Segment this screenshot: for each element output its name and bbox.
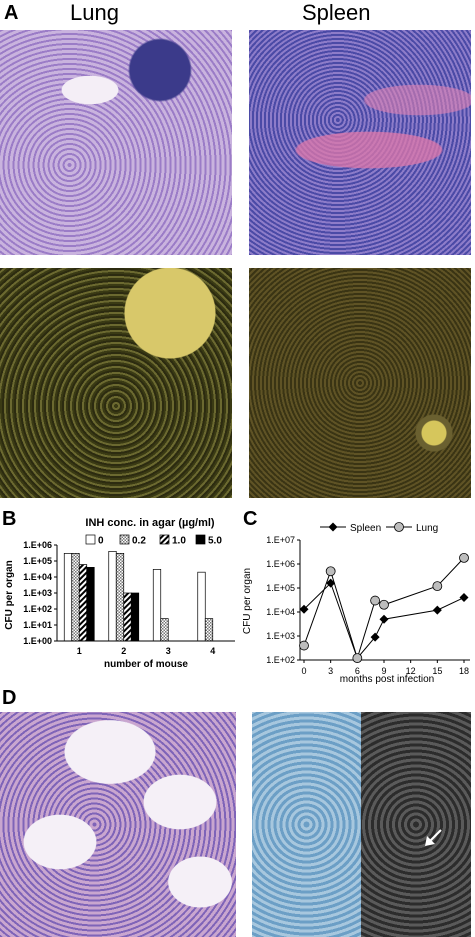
- panel-c-point-lung: [432, 581, 443, 591]
- lung-title: Lung: [70, 0, 119, 25]
- panel-b-y-tick-label: 1.E+04: [23, 572, 52, 582]
- panel-b-legend-swatch: [195, 534, 206, 545]
- panel-b-legend-label: 0.2: [132, 536, 146, 547]
- panel-b-bar: [123, 592, 132, 642]
- panel-b-y-tick-label: 1.E+01: [23, 620, 52, 630]
- panel-c-point-lung: [299, 640, 309, 651]
- panel-b-bar: [197, 571, 206, 642]
- panel-c-legend: Spleen Lung: [320, 522, 438, 534]
- panel-c-x-tick-label: 6: [355, 666, 360, 676]
- auramine-fluorescence-micrograph: [361, 712, 471, 937]
- panel-c-chart: Spleen Lung 1.E+021.E+031.E+041.E+051.E+0…: [242, 522, 470, 685]
- panel-b-letter: B: [2, 508, 17, 530]
- panel-b-legend-label: 0: [98, 536, 104, 547]
- ziehl-neelsen-micrograph: [252, 712, 361, 937]
- panel-b-bar: [63, 553, 73, 642]
- panel-c-point-spleen: [379, 614, 389, 624]
- panel-b-y-ticks: 1.E+00 1.E+01 1.E+02 1.E+03 1.E+04 1.E+05 1.E+…: [23, 540, 57, 646]
- panel-b-bar: [78, 564, 88, 642]
- panel-c-y-tick-label: 1.E+03: [266, 631, 295, 641]
- panel-b-x-tick-label: 2: [121, 646, 126, 656]
- lung-he-micrograph: [0, 30, 232, 255]
- panel-b-y-tick-label: 1.E+00: [23, 636, 52, 646]
- panel-a-letter: A: [4, 2, 19, 24]
- panel-b-bar: [86, 567, 95, 642]
- panel-b-bar: [152, 569, 162, 642]
- panel-c-point-spleen: [432, 605, 442, 615]
- panel-b-bar: [130, 592, 140, 642]
- panel-c-y-tick-label: 1.E+05: [266, 583, 295, 593]
- panel-b-bar: [160, 618, 169, 642]
- panel-c-x-tick-label: 3: [328, 666, 333, 676]
- spleen-title: Spleen: [302, 0, 371, 25]
- panel-c-letter: C: [243, 508, 258, 530]
- panel-b-x-tick-label: 1: [77, 646, 82, 656]
- panel-c-x-tick-label: 9: [381, 666, 386, 676]
- panel-c-y-tick-label: 1.E+04: [266, 607, 295, 617]
- panel-b-y-tick-label: 1.E+06: [23, 540, 52, 550]
- panel-c-legend-marker-lung: [394, 522, 404, 532]
- panel-b-y-tick-label: 1.E+05: [23, 556, 52, 566]
- panel-c-point-lung: [370, 595, 381, 606]
- panel-c-xlabel: months post infection: [340, 674, 435, 685]
- panel-c-series: [299, 552, 469, 663]
- panel-c-y-tick-label: 1.E+07: [266, 535, 295, 545]
- panel-c-legend-label: Lung: [416, 523, 438, 534]
- panel-c-x-tick-label: 18: [459, 666, 469, 676]
- panel-b-chart: INH conc. in agar (µg/ml) 0 0.2 1.0 5.0 1.E…: [4, 517, 235, 670]
- panel-c-legend-label: Spleen: [350, 523, 381, 534]
- panel-b-legend-swatch: [85, 534, 96, 545]
- panel-b-x-ticks: 1 2 3 4: [77, 646, 216, 656]
- panel-c-y-tick-label: 1.E+02: [266, 655, 295, 665]
- lung-fluorescence-micrograph: [0, 268, 232, 498]
- panel-c-point-lung: [352, 653, 363, 663]
- panel-b-legend: 0 0.2 1.0 5.0: [85, 534, 222, 547]
- panel-b-legend-swatch: [119, 534, 130, 545]
- arrow-icon: [425, 829, 442, 846]
- panel-c-x-tick-label: 15: [432, 666, 442, 676]
- panel-b-legend-title: INH conc. in agar (µg/ml): [85, 517, 215, 529]
- panel-b-y-tick-label: 1.E+02: [23, 604, 52, 614]
- panel-b-bar: [108, 551, 117, 642]
- panel-c-point-spleen: [299, 604, 309, 614]
- panel-c-ylabel: CFU per organ: [242, 568, 253, 634]
- panel-b-xlabel: number of mouse: [104, 659, 188, 670]
- panel-b-bar: [115, 553, 125, 642]
- panel-c-y-ticks: 1.E+02 1.E+03 1.E+04 1.E+05 1.E+06 1.E+07: [266, 535, 300, 665]
- panel-c-point-lung: [459, 552, 469, 563]
- panel-b-bars: [63, 551, 214, 642]
- panel-c-x-tick-label: 12: [406, 666, 416, 676]
- panel-b-legend-label: 5.0: [208, 536, 222, 547]
- panel-c-point-spleen: [459, 593, 469, 603]
- panel-c-x-tick-label: 0: [301, 666, 306, 676]
- spleen-fluorescence-micrograph: [249, 268, 471, 498]
- panel-d-letter: D: [2, 687, 17, 709]
- panel-c-point-lung: [325, 566, 336, 577]
- panel-b-ylabel: CFU per organ: [4, 560, 15, 629]
- panel-b-x-tick-label: 3: [166, 646, 171, 656]
- panel-c-point-lung: [379, 599, 389, 610]
- panel-b-legend-swatch: [159, 534, 170, 545]
- panel-c-legend-marker-spleen: [328, 522, 338, 532]
- panel-c-y-tick-label: 1.E+06: [266, 559, 295, 569]
- panel-c-point-spleen: [326, 578, 336, 588]
- panel-b-y-tick-label: 1.E+03: [23, 588, 52, 598]
- spleen-he-micrograph: [249, 30, 471, 255]
- panel-b-legend-label: 1.0: [172, 536, 186, 547]
- panel-c-point-spleen: [370, 632, 380, 642]
- lung-he-micrograph-d: [0, 712, 236, 937]
- panel-b-x-tick-label: 4: [210, 646, 215, 656]
- panel-b-bar: [204, 618, 214, 642]
- panel-b-bar: [71, 553, 80, 642]
